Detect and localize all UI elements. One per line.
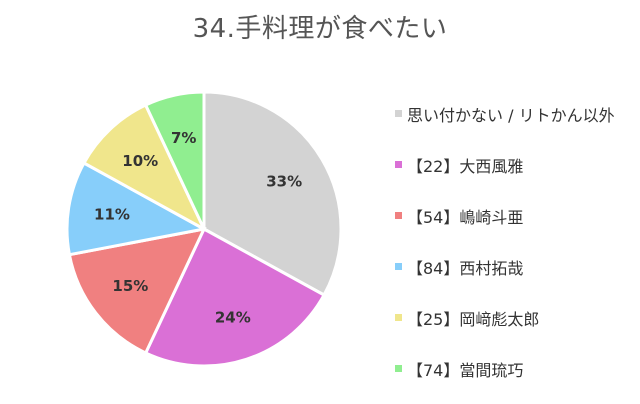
legend-item-3[interactable]: 【84】西村拓哉: [395, 241, 615, 292]
slice-label-4: 10%: [122, 152, 158, 170]
legend-item-4[interactable]: 【25】岡﨑彪太郎: [395, 292, 615, 343]
chart-legend: 思い付かない / リトかん以外 【22】大西風雅 【54】嶋崎斗亜 【84】西村拓哉【…: [395, 88, 615, 394]
slice-label-0: 33%: [266, 173, 302, 191]
legend-swatch: [395, 263, 402, 270]
slice-label-1: 24%: [215, 309, 251, 327]
legend-swatch: [395, 365, 402, 372]
pie-slice-5[interactable]: [143, 90, 206, 230]
legend-label: 【74】當間琉巧: [407, 360, 524, 380]
legend-item-5[interactable]: 【74】當間琉巧: [395, 343, 615, 394]
slice-label-2: 15%: [112, 277, 148, 295]
legend-label: 【54】嶋崎斗亜: [407, 207, 524, 227]
legend-label: 【25】岡﨑彪太郎: [407, 309, 540, 329]
legend-item-0[interactable]: 思い付かない / リトかん以外: [395, 88, 615, 139]
pie-slice-4[interactable]: [81, 103, 208, 233]
legend-swatch: [395, 314, 402, 321]
slice-label-3: 11%: [94, 205, 130, 223]
legend-swatch: [395, 212, 402, 219]
legend-item-2[interactable]: 【54】嶋崎斗亜: [395, 190, 615, 241]
pie-slice-0[interactable]: [202, 90, 343, 298]
legend-item-1[interactable]: 【22】大西風雅: [395, 139, 615, 190]
legend-swatch: [395, 161, 402, 168]
chart-title: 34.手料理が食べたい: [192, 14, 448, 44]
pie-slice-2[interactable]: [67, 226, 207, 355]
legend-label: 【22】大西風雅: [407, 156, 524, 176]
slice-label-5: 7%: [171, 129, 196, 147]
pie-slice-3[interactable]: [65, 160, 209, 257]
legend-label: 【84】西村拓哉: [407, 258, 524, 278]
legend-swatch: [395, 110, 402, 117]
pie-slice-1[interactable]: [143, 226, 327, 368]
legend-label: 思い付かない / リトかん以外: [407, 105, 615, 125]
